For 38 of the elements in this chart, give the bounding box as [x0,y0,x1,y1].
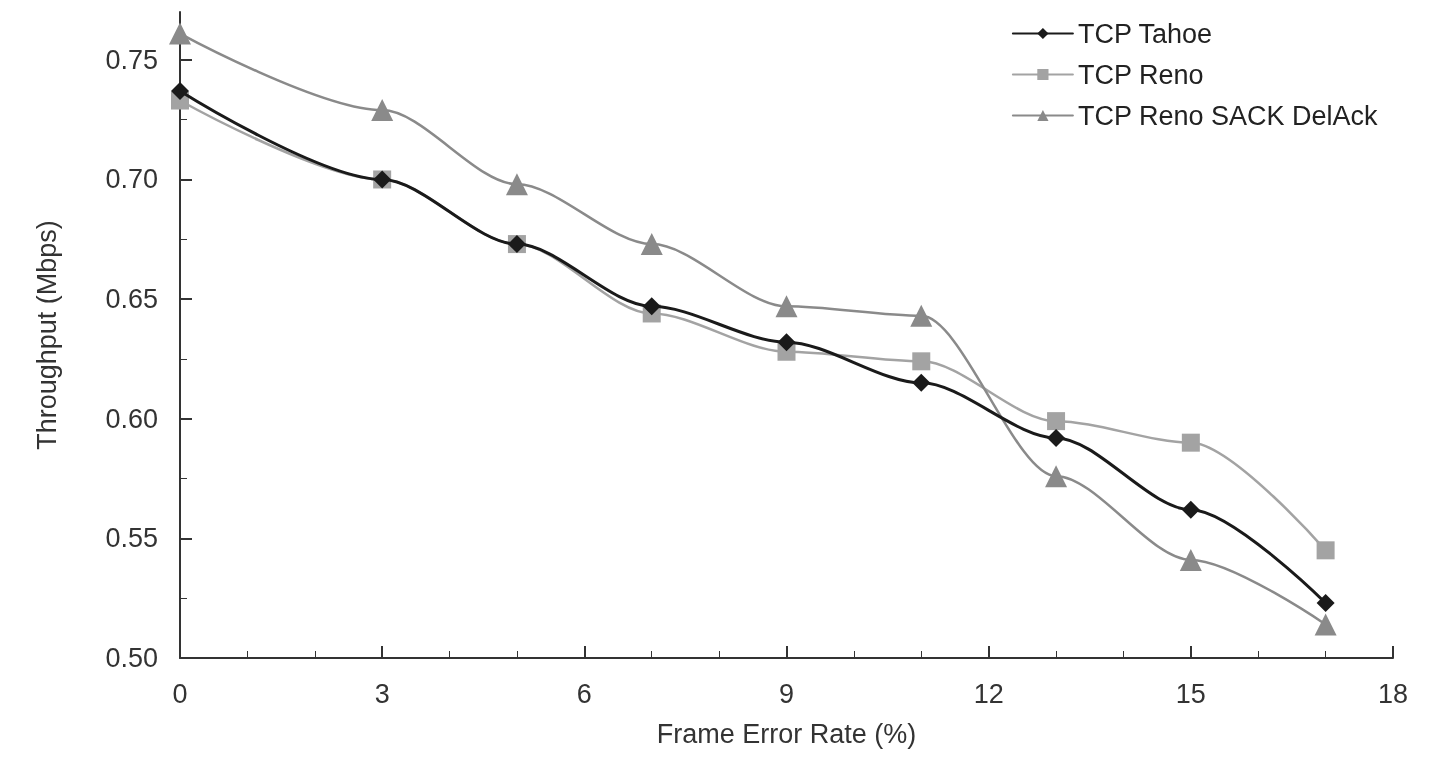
point [1181,500,1200,519]
y-tick-label: 0.75 [105,44,158,75]
x-tick-label: 0 [172,678,188,709]
x-axis-title: Frame Error Rate (%) [656,718,917,749]
point [912,373,931,392]
x-tick-label: 9 [778,678,795,709]
point [1047,428,1066,447]
point [642,297,661,316]
point [371,99,394,122]
legend-label: TCP Tahoe [1077,18,1212,49]
point [640,233,663,256]
x-tick-label: 6 [576,678,592,709]
y-tick-label: 0.50 [105,643,158,673]
y-tick-label: 0.65 [105,284,158,315]
point [1045,465,1068,488]
y-tick-label: 0.55 [105,523,158,554]
point [1316,593,1335,612]
point [910,304,933,327]
x-tick-label: 3 [374,678,390,709]
point [777,333,796,352]
x-tick-label: 15 [1175,678,1206,709]
y-tick-label: 0.60 [105,403,158,434]
point [1179,548,1202,571]
point [1181,433,1200,452]
point [505,173,528,196]
point [1047,412,1066,431]
x-tick-label: 18 [1377,678,1409,709]
point [171,81,189,100]
legend-label: TCP Reno SACK DelAck [1077,100,1379,131]
point [775,295,798,318]
y-tick-label: 0.70 [105,164,158,195]
point [912,352,931,371]
legend-label: TCP Reno [1077,59,1204,90]
point [1314,613,1337,636]
y-axis-title: Throughput (Mbps) [31,220,62,450]
point [1316,541,1335,560]
point [169,22,191,45]
x-tick-label: 12 [973,678,1004,709]
